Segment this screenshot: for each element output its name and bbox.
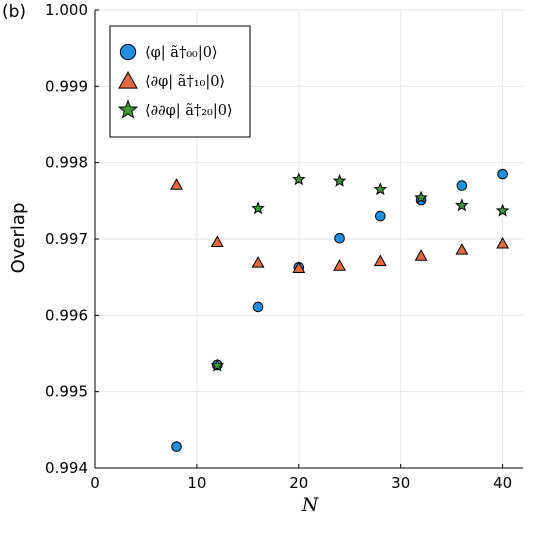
circle-point [456,180,468,191]
triangle-point [210,235,224,248]
star-point [495,203,510,217]
legend-entry-label: ⟨φ| ã†₀₀|0⟩ [145,45,218,61]
star-point [373,182,388,196]
triangle-point [333,259,347,271]
star-point [455,198,469,212]
triangle-point [414,249,428,261]
triangle-point [496,236,510,249]
y-tick-label: 0.995 [45,383,88,401]
x-axis-title: N [301,494,320,516]
grid-lines [94,9,523,469]
star-point [210,358,225,372]
axes [94,9,523,469]
legend-marker-circle [119,43,137,61]
circle-point [375,210,386,222]
triangle-point [373,254,387,267]
tick-labels: 0 10 20 30 40 0.994 0.995 0.996 0.997 0.998 0.999 1… [45,1,512,492]
star-point [332,173,347,187]
y-tick-label: 0.999 [45,77,88,95]
panel-label: (b) [2,2,26,22]
y-axis-title: Overlap [8,203,29,274]
y-tick-label: 0.994 [45,459,88,477]
triangle-point [251,256,265,268]
x-tick-label: 40 [493,474,512,492]
triangle-point [292,261,306,273]
x-tick-label: 30 [391,474,410,492]
y-tick-label: 0.997 [45,230,88,248]
triangle-point [170,178,183,190]
data-points [170,168,510,452]
x-tick-label: 10 [187,474,206,492]
y-tick-label: 1.000 [45,1,88,19]
y-tick-label: 0.996 [45,306,88,324]
circle-point [171,441,182,452]
circle-point [252,301,264,313]
legend-marker-triangle [118,71,138,89]
legend: ⟨φ| ã†₀₀|0⟩ ⟨∂φ| ã†₁₀|0⟩ ⟨∂∂φ| ã†₂₀|0⟩ [109,25,251,138]
triangle-point [455,243,469,255]
legend-marker-star [117,99,139,119]
legend-entry-label: ⟨∂∂φ| ã†₂₀|0⟩ [145,103,233,119]
circle-point [497,168,508,180]
star-point [251,201,265,215]
star-point [291,172,306,186]
x-tick-label: 0 [90,474,100,492]
star-point [414,190,428,204]
legend-entry-label: ⟨∂φ| ã†₁₀|0⟩ [145,74,225,90]
circle-point [334,232,345,244]
y-tick-label: 0.998 [45,154,88,172]
x-tick-label: 20 [289,474,308,492]
